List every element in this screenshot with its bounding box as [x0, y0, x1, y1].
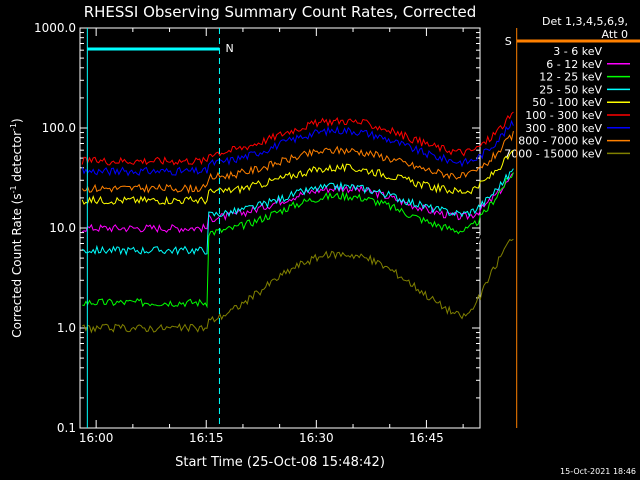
series-line-pre: [81, 238, 514, 334]
x-tick-label: 16:45: [409, 431, 444, 445]
y-tick-label: 1.0: [57, 321, 76, 335]
annotation-layer: NS: [86, 28, 640, 428]
series-line-pre: [81, 168, 514, 256]
y-axis: 0.1 1.0 10.0 100.0 1000.0: [34, 21, 480, 435]
legend-label: 50 - 100 keV: [532, 96, 602, 109]
legend-label: 100 - 300 keV: [525, 109, 602, 122]
y-axis-label-exp-2: -1: [9, 123, 18, 131]
legend-label: 12 - 25 keV: [539, 71, 602, 84]
legend-header-line-1: Det 1,3,4,5,6,9,: [542, 15, 628, 28]
series-layer: [81, 111, 514, 334]
x-tick-label: 16:30: [299, 431, 334, 445]
y-tick-label: 1000.0: [34, 21, 76, 35]
x-tick-label: 16:15: [189, 431, 224, 445]
y-tick-label: 0.1: [57, 421, 76, 435]
y-tick-label: 100.0: [42, 121, 76, 135]
x-axis-label: Start Time (25-Oct-08 15:48:42): [175, 455, 385, 470]
plot-frame: [79, 27, 481, 429]
y-axis-label: Corrected Count Rate (s-1 detector-1): [9, 118, 24, 337]
x-axis: 16:00 16:15 16:30 16:45: [79, 28, 464, 445]
y-tick-label: 10.0: [49, 221, 76, 235]
series-line-pre: [81, 172, 514, 234]
legend-label: 7000 - 15000 keV: [504, 147, 602, 160]
legend-label: 25 - 50 keV: [539, 83, 602, 96]
series-line-pre: [82, 172, 514, 309]
legend-label: 3 - 6 keV: [553, 45, 602, 58]
legend-label: 6 - 12 keV: [546, 58, 602, 71]
chart-title: RHESSI Observing Summary Count Rates, Co…: [84, 3, 477, 21]
y-axis-label-mid: detector: [10, 131, 24, 186]
night-label: N: [225, 42, 233, 55]
series-line-pre: [81, 130, 514, 194]
legend-label: 300 - 800 keV: [525, 122, 602, 135]
series-line-pre: [82, 187, 514, 268]
x-tick-label: 16:00: [79, 431, 114, 445]
legend-label: 800 - 7000 keV: [518, 135, 602, 148]
timestamp: 15-Oct-2021 18:46: [560, 467, 636, 476]
legend-header-line-2: Att 0: [602, 28, 628, 41]
series-line-pre: [81, 149, 514, 205]
series-line-pre: [81, 119, 514, 177]
y-axis-label-exp-1: -1: [9, 185, 18, 193]
y-axis-label-main: Corrected Count Rate (s: [10, 193, 24, 337]
y-axis-label-end: ): [10, 118, 24, 123]
saa-label: S: [505, 35, 512, 48]
series-line-pre: [81, 111, 514, 166]
